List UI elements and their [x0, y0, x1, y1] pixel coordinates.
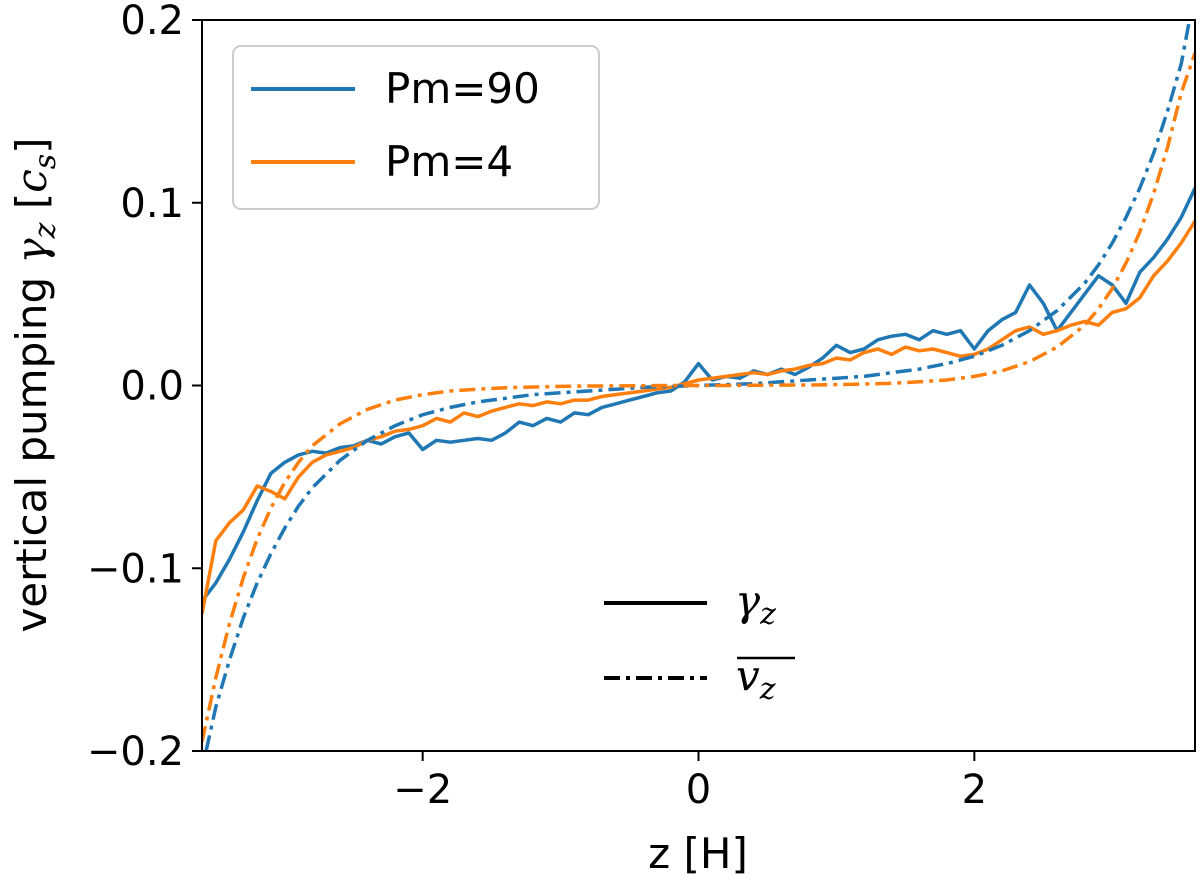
y-tick-label: −0.1 [87, 546, 184, 592]
y-axis-label-unit-subscript: s [28, 154, 63, 169]
legend-series-box [232, 45, 600, 210]
legend-label-gamma-z: γz [735, 576, 776, 632]
legend-gamma-symbol: γ [735, 576, 761, 625]
y-axis-label-prefix: vertical pumping [7, 263, 56, 632]
x-tick-label: 2 [962, 767, 987, 813]
y-axis-label-subscript: z [28, 222, 63, 239]
y-tick-label: 0.1 [120, 181, 184, 227]
x-ticks: −2 0 2 [393, 751, 987, 813]
legend-label-pm90: Pm=90 [385, 64, 540, 113]
y-tick-label: 0.2 [120, 0, 184, 44]
legend-label-vz: vz [736, 651, 776, 707]
legend-series: Pm=90 Pm=4 [232, 45, 600, 210]
legend-label-pm4: Pm=4 [385, 137, 513, 186]
y-ticks: −0.2 −0.1 0.0 0.1 0.2 [87, 0, 202, 775]
legend-vz-symbol: v [736, 651, 760, 700]
x-tick-label: 0 [686, 767, 711, 813]
y-axis-label-unit-open: [ [7, 193, 56, 223]
y-tick-label: 0.0 [120, 364, 184, 410]
series-line-pm90-dashdot [204, 20, 1192, 751]
y-axis-label-unit-close: ] [7, 137, 56, 153]
y-tick-label: −0.2 [87, 729, 184, 775]
y-axis-label: vertical pumping γz [cs] [7, 137, 63, 632]
legend-gamma-subscript: z [759, 597, 776, 632]
series-line-pm4-dashdot [202, 52, 1195, 743]
series-layer [202, 20, 1195, 751]
x-axis-label: z [H] [648, 829, 748, 878]
legend-linestyles: γz vz [604, 576, 795, 707]
x-tick-label: −2 [393, 767, 452, 813]
series-line-pm90-solid [202, 187, 1195, 603]
y-axis-label-symbol: γ [7, 237, 56, 263]
y-axis-label-unit-symbol: c [7, 169, 56, 193]
legend-vz-subscript: z [759, 672, 776, 707]
